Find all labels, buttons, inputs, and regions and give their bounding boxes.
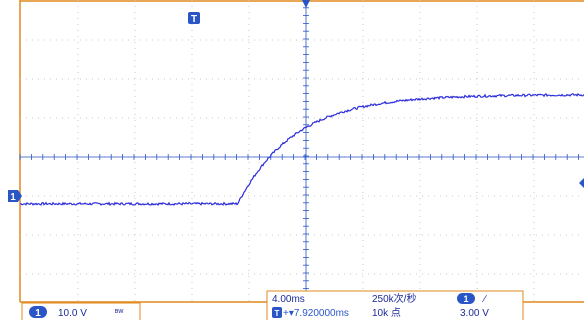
channel-1-label: 1 [10,192,16,203]
channel-1-trace [19,92,584,207]
bandwidth-limit-icon: ᴮᵂ [115,308,123,317]
record-length-readout: 10k 点 [372,307,401,319]
channel-1-settings-box[interactable]: 1 10.0 V ᴮᵂ [21,302,141,322]
graticule [19,0,584,303]
trigger-delay-icon [272,307,282,318]
trigger-source-label: 1 [463,294,468,304]
trigger-level-readout: 3.00 V [460,308,489,319]
trigger-level-marker[interactable] [579,178,584,188]
channel-number-badge: 1 [35,308,41,319]
trigger-delay-glyph: T [275,309,280,318]
trigger-position-marker[interactable]: T [188,12,200,25]
horizontal-center-marker [302,0,310,8]
trigger-source-badge [457,293,475,304]
volts-per-div-readout: 10.0 V [58,308,87,319]
trigger-delay-readout: +▾7.920000ms [283,308,349,319]
trigger-position-glyph: T [191,14,197,25]
trigger-slope-icon: ∕ [481,294,487,305]
channel-1-level-marker[interactable]: 1 [8,190,22,203]
time-per-div-readout: 4.00ms [272,294,305,305]
timebase-readout-box[interactable]: 4.00ms 250k次/秒 1 ∕ T +▾7.920000ms 10k 点 … [266,290,524,322]
sample-rate-readout: 250k次/秒 [372,292,416,305]
